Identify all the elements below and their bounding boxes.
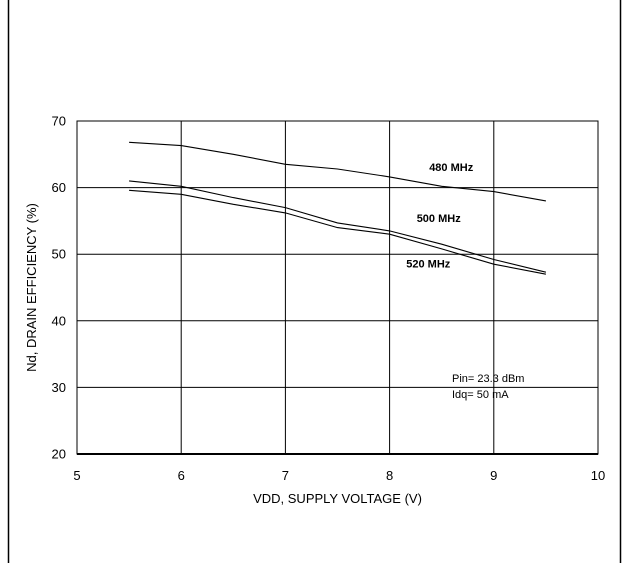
y-tick-label: 30 bbox=[52, 380, 66, 395]
x-axis-title: VDD, SUPPLY VOLTAGE (V) bbox=[253, 491, 422, 506]
annotation-pin: Pin= 23.3 dBm bbox=[452, 373, 524, 385]
series-label: 500 MHz bbox=[417, 213, 462, 225]
series-line-500-mhz bbox=[129, 180, 547, 273]
series-label: 520 MHz bbox=[406, 259, 451, 271]
x-tick-label: 7 bbox=[282, 468, 289, 483]
series-line-480-mhz bbox=[129, 141, 546, 202]
y-tick-label: 60 bbox=[52, 180, 66, 195]
y-tick-label: 20 bbox=[52, 447, 66, 462]
x-tick-label: 5 bbox=[73, 468, 80, 483]
y-axis-title: Nd, DRAIN EFFICIENCY (%) bbox=[24, 203, 39, 372]
x-tick-label: 10 bbox=[591, 468, 605, 483]
x-tick-label: 9 bbox=[490, 468, 497, 483]
plot-border bbox=[76, 120, 599, 455]
x-tick-label: 8 bbox=[386, 468, 393, 483]
series-line-520-mhz bbox=[129, 189, 547, 275]
annotation-idq: Idq= 50 mA bbox=[452, 389, 509, 401]
y-tick-label: 40 bbox=[52, 313, 66, 328]
y-tick-label: 50 bbox=[52, 247, 66, 262]
plot-area: 5 6 7 8 9 10 20 30 40 50 60 70 480 MHz 500 MHz 520 MHz bbox=[52, 114, 606, 484]
y-tick-label: 70 bbox=[52, 114, 66, 129]
series-label: 480 MHz bbox=[429, 162, 474, 174]
figure-border bbox=[7, 0, 622, 563]
x-tick-label: 6 bbox=[178, 468, 185, 483]
